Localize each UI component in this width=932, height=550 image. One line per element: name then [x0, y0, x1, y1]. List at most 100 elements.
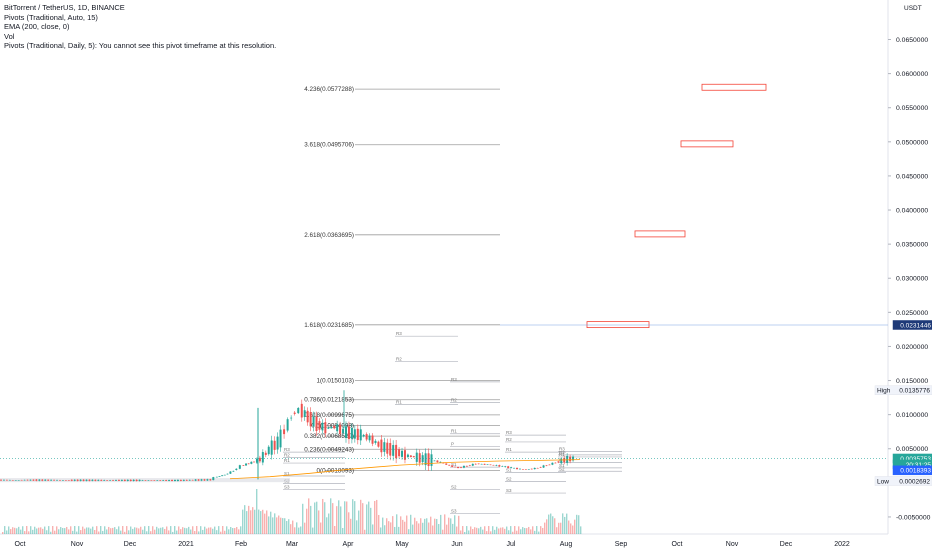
price-label-box-5 — [874, 476, 932, 486]
price-label-box-0 — [892, 320, 932, 330]
candle-body — [58, 480, 61, 481]
candle-body — [445, 463, 448, 465]
volume-bar — [354, 501, 356, 534]
candle-body — [448, 464, 451, 466]
candle-body — [489, 464, 492, 466]
volume-bar — [208, 527, 210, 534]
volume-bar — [44, 526, 46, 534]
volume-bar — [234, 528, 236, 534]
candle-body — [283, 429, 286, 435]
candle-body — [339, 424, 342, 434]
volume-bar — [534, 530, 536, 534]
volume-bar — [204, 526, 206, 534]
y-tick-label-9: 0.0200000 — [896, 344, 928, 351]
ema-200-line — [229, 459, 581, 480]
candle-body — [342, 428, 345, 434]
x-tick-label-2: Dec — [124, 541, 137, 548]
price-label-value-1: 0.0135776 — [899, 388, 930, 395]
candle-body — [47, 479, 50, 481]
volume-bar — [74, 526, 76, 534]
candle-body — [23, 479, 26, 481]
volume-bar — [518, 526, 520, 534]
candle-body — [238, 465, 241, 469]
candle-body — [454, 466, 457, 468]
candle-body — [153, 480, 156, 481]
candle-body — [406, 454, 409, 457]
volume-bar — [420, 518, 422, 534]
candle-body — [460, 467, 462, 468]
candle-body — [73, 479, 76, 481]
volume-bar — [200, 526, 202, 534]
volume-bar — [280, 517, 282, 534]
candle-body — [159, 480, 162, 481]
volume-bar — [536, 526, 538, 534]
volume-bar — [108, 526, 110, 534]
candle-body — [70, 479, 73, 481]
volume-bar — [572, 525, 574, 534]
volume-bar — [378, 514, 380, 534]
pivot-label-23: R2 — [284, 453, 290, 458]
volume-bar — [6, 530, 8, 534]
volume-bar — [500, 527, 502, 534]
candle-body — [380, 439, 383, 453]
volume-bar — [434, 518, 436, 534]
volume-bar — [458, 515, 460, 534]
volume-bar — [42, 528, 44, 534]
price-label-value-4: 0.0018393 — [900, 468, 931, 475]
volume-bar — [472, 529, 474, 534]
volume-bar — [510, 526, 512, 534]
volume-bar — [412, 524, 414, 534]
y-tick-label-12: 0.0050000 — [896, 446, 928, 453]
candle-body — [297, 407, 300, 414]
volume-bar — [338, 500, 340, 534]
candle-body — [162, 480, 165, 481]
candle-body — [527, 469, 530, 470]
candle-body — [293, 412, 296, 414]
candle-body — [530, 468, 533, 470]
candle-body — [533, 467, 536, 470]
volume-bar — [372, 524, 374, 534]
candle-body — [409, 455, 412, 458]
volume-bar — [436, 518, 438, 534]
candle-body — [498, 465, 501, 467]
candle-body — [327, 427, 330, 429]
candle-body — [401, 450, 404, 457]
volume-bar — [448, 517, 450, 534]
volume-bar — [442, 529, 444, 534]
candle-body — [194, 479, 197, 481]
candle-body — [336, 424, 339, 432]
candle-body — [560, 458, 563, 464]
volume-bar — [538, 531, 540, 534]
volume-bar — [138, 528, 140, 534]
volume-bar — [34, 526, 36, 534]
y-tick-label-0: 0.0650000 — [896, 37, 928, 44]
volume-bar — [58, 529, 60, 534]
volume-bar — [94, 530, 96, 534]
volume-bar — [192, 526, 194, 534]
volume-bar — [160, 527, 162, 534]
candle-body — [286, 419, 289, 431]
volume-bar — [84, 528, 86, 534]
candle-body — [94, 479, 97, 481]
candle-body — [135, 479, 138, 481]
pivot-label-1: R2 — [396, 356, 402, 361]
candle-body — [306, 410, 309, 423]
volume-bar — [258, 509, 260, 534]
pivot-label-7: S1 — [451, 462, 457, 467]
volume-bar — [154, 529, 156, 534]
volume-bar — [318, 510, 320, 534]
fib-label-2: 2.618(0.0363695) — [304, 232, 354, 239]
x-tick-label-15: 2022 — [834, 541, 850, 548]
candle-body — [518, 468, 521, 470]
volume-bar — [270, 511, 272, 534]
volume-bar — [432, 525, 434, 534]
pivot-label-9: S3 — [451, 509, 457, 514]
pivot-label-10: R3 — [506, 430, 512, 435]
volume-bar — [462, 526, 464, 534]
candle-body — [182, 479, 185, 481]
volume-bar — [574, 519, 576, 534]
volume-bar — [116, 529, 118, 534]
volume-bar — [298, 527, 300, 534]
volume-bar — [568, 520, 570, 534]
